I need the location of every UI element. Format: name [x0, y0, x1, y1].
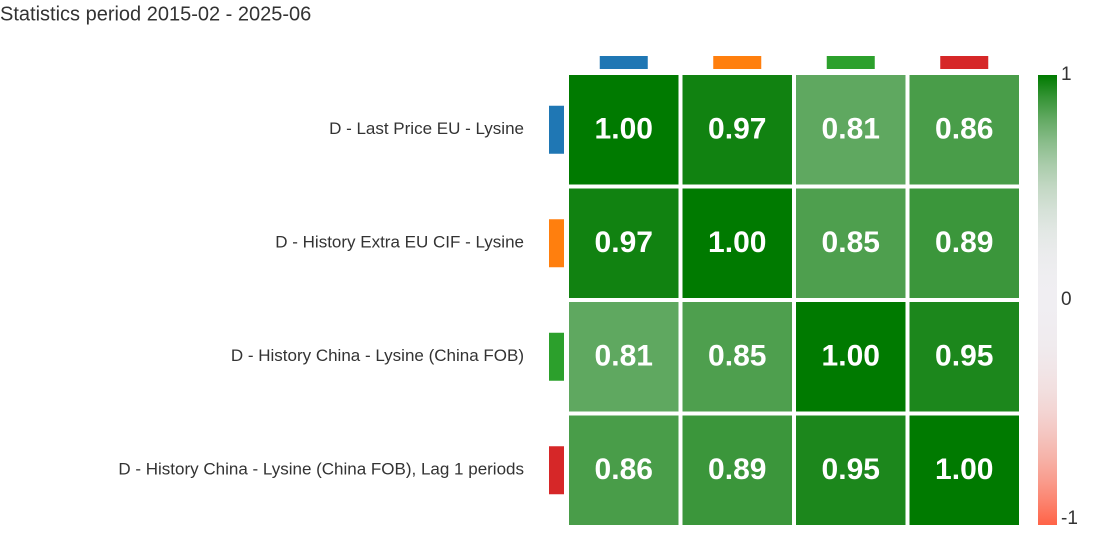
chart-title: Statistics period 2015-02 - 2025-06 [0, 3, 311, 25]
heatmap-cell [569, 75, 679, 185]
cell-value-label: 0.81 [595, 340, 653, 373]
cell-value-label: 0.86 [595, 453, 653, 486]
colorbar-tick-label: 0 [1061, 289, 1072, 310]
column-color-bar [826, 56, 875, 69]
row-color-bar [549, 332, 564, 381]
heatmap-cell [682, 415, 792, 525]
column-color-bar [713, 56, 762, 69]
row-label: D - History China - Lysine (China FOB), … [118, 460, 524, 479]
colorbar-tick-label: 1 [1061, 64, 1072, 85]
cell-value-label: 0.85 [822, 226, 880, 259]
cell-value-label: 0.97 [708, 113, 766, 146]
heatmap-cell [909, 75, 1019, 185]
row-color-bar [549, 219, 564, 268]
cell-value-label: 0.89 [708, 453, 766, 486]
cell-value-label: 0.89 [935, 226, 993, 259]
heatmap-cell [909, 415, 1019, 525]
heatmap-cell [796, 302, 906, 412]
colorbar [1038, 75, 1057, 525]
cell-value-label: 0.95 [935, 340, 993, 373]
heatmap-cell [569, 302, 679, 412]
row-color-bar [549, 446, 564, 495]
cell-value-label: 0.86 [935, 113, 993, 146]
cell-value-label: 0.85 [708, 340, 766, 373]
row-label: D - Last Price EU - Lysine [329, 119, 524, 138]
heatmap-cell [796, 415, 906, 525]
row-label: D - History Extra EU CIF - Lysine [275, 233, 524, 252]
heatmap-cell [796, 75, 906, 185]
cell-value-label: 0.81 [822, 113, 880, 146]
column-color-bar [599, 56, 648, 69]
cell-value-label: 0.95 [822, 453, 880, 486]
colorbar-tick-label: -1 [1061, 508, 1078, 529]
cell-value-label: 1.00 [708, 226, 766, 259]
heatmap-cell [909, 188, 1019, 298]
heatmap-cell [569, 188, 679, 298]
heatmap-cell [682, 302, 792, 412]
column-color-bar [940, 56, 989, 69]
row-label: D - History China - Lysine (China FOB) [231, 346, 524, 365]
heatmap-cell [682, 188, 792, 298]
heatmap-cell [796, 188, 906, 298]
heatmap-cell [682, 75, 792, 185]
cell-value-label: 1.00 [595, 113, 653, 146]
cell-value-label: 1.00 [822, 340, 880, 373]
cell-value-label: 1.00 [935, 453, 993, 486]
heatmap-cell [909, 302, 1019, 412]
cell-value-label: 0.97 [595, 226, 653, 259]
heatmap-cell [569, 415, 679, 525]
row-color-bar [549, 105, 564, 154]
